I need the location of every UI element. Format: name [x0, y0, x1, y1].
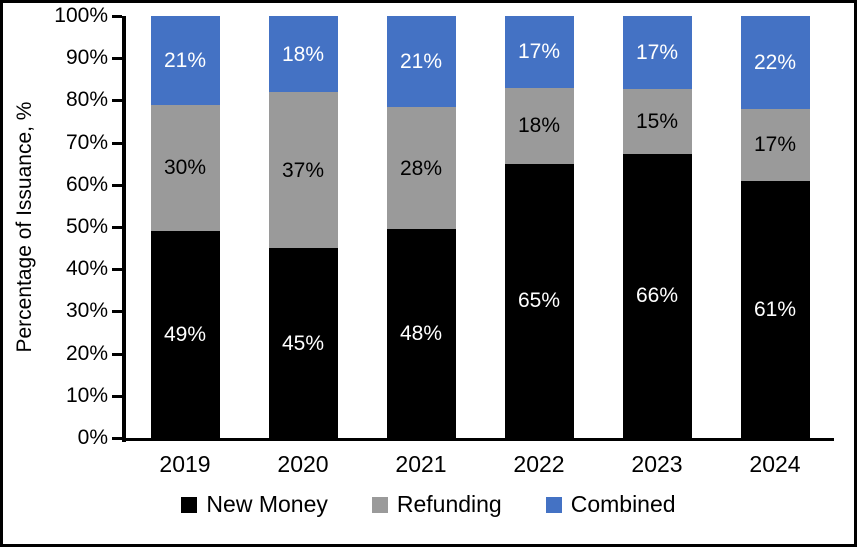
y-tick-mark	[112, 99, 122, 103]
bar-column-2024: 61% 17% 22%	[740, 16, 810, 438]
bar-value-label: 15%	[635, 110, 679, 133]
x-label-2022: 2022	[513, 451, 565, 477]
legend-label: Combined	[570, 491, 676, 517]
bar-column-2023: 66% 15% 17%	[622, 16, 692, 438]
bar-value-label: 66%	[635, 284, 679, 308]
y-tick-mark	[112, 352, 122, 356]
legend-item-refunding: Refunding	[371, 491, 502, 518]
bar-value-label: 18%	[281, 42, 325, 66]
bar-segment-combined: 17%	[504, 16, 574, 88]
bar-segment-combined: 17%	[622, 16, 692, 90]
bar-value-label: 61%	[753, 297, 797, 321]
x-label-2024: 2024	[749, 451, 801, 477]
bar-segment-combined: 21%	[150, 16, 220, 105]
y-tick-mark	[112, 226, 122, 229]
y-tick-mark	[112, 437, 122, 440]
bar-segment-combined: 21%	[386, 16, 456, 108]
legend-swatch-combined	[545, 496, 562, 513]
y-tick-label: 50%	[65, 215, 108, 238]
y-tick-mark	[112, 268, 122, 272]
bar-2024: 61% 17% 22%	[716, 16, 834, 438]
bar-value-label: 17%	[753, 133, 797, 157]
bar-value-label: 30%	[163, 156, 207, 180]
bar-segment-combined: 18%	[268, 16, 338, 92]
bar-value-label: 18%	[517, 114, 561, 138]
bar-2021: 48% 28% 21%	[362, 16, 480, 438]
bar-segment-new-money: 61%	[740, 180, 810, 438]
bar-value-label: 21%	[163, 48, 207, 72]
y-axis-line	[122, 16, 126, 442]
bar-value-label: 65%	[517, 289, 561, 313]
bar-value-label: 48%	[399, 322, 443, 346]
bar-segment-refunding: 18%	[504, 87, 574, 164]
legend-label: New Money	[206, 491, 328, 517]
bar-value-label: 49%	[163, 323, 207, 347]
y-tick-label: 10%	[65, 383, 108, 407]
bar-column-2022: 65% 18% 17%	[504, 16, 574, 438]
bar-segment-refunding: 15%	[622, 89, 692, 154]
legend-label: Refunding	[396, 491, 502, 517]
x-label-2019: 2019	[159, 451, 211, 477]
x-axis-line	[122, 438, 834, 441]
x-label-2020: 2020	[277, 451, 329, 477]
plot-area: 49% 30% 21% 45% 37% 18% 48% 28% 21% 65% 18% 17% 66% 1…	[126, 16, 834, 438]
y-tick-mark	[112, 310, 122, 314]
bar-segment-new-money: 49%	[150, 231, 220, 438]
y-tick-label: 80%	[65, 88, 108, 112]
bar-segment-new-money: 48%	[386, 229, 456, 438]
bar-segment-new-money: 66%	[622, 153, 692, 438]
bar-value-label: 45%	[281, 331, 325, 355]
bar-value-label: 17%	[517, 40, 561, 64]
legend-swatch-refunding	[371, 496, 388, 513]
bar-2022: 65% 18% 17%	[480, 16, 598, 438]
bar-segment-refunding: 28%	[386, 107, 456, 230]
bar-segment-new-money: 65%	[504, 163, 574, 438]
y-tick-mark	[112, 141, 122, 145]
x-label-2021: 2021	[395, 451, 447, 477]
bar-segment-refunding: 30%	[150, 104, 220, 232]
bar-segment-new-money: 45%	[268, 248, 338, 438]
y-tick-label: 70%	[65, 130, 108, 154]
legend-swatch-new-money	[181, 496, 198, 513]
legend: New Money Refunding Combined	[3, 491, 854, 518]
y-tick-label: 30%	[65, 299, 108, 323]
y-tick-label: 100%	[54, 4, 108, 27]
bar-value-label: 28%	[399, 156, 443, 180]
x-axis-labels: 2019 2020 2021 2022 2023 2024	[126, 451, 834, 478]
bar-segment-combined: 22%	[740, 16, 810, 109]
bar-segment-refunding: 37%	[268, 91, 338, 249]
y-tick-mark	[112, 183, 122, 187]
y-tick-label: 60%	[65, 172, 108, 196]
bar-value-label: 37%	[281, 158, 325, 182]
bar-segment-refunding: 17%	[740, 108, 810, 181]
y-tick-label: 90%	[65, 46, 108, 70]
bar-column-2021: 48% 28% 21%	[386, 16, 456, 438]
bar-value-label: 22%	[753, 50, 797, 74]
x-label-2023: 2023	[631, 451, 683, 477]
bar-column-2019: 49% 30% 21%	[150, 16, 220, 438]
y-tick-label: 20%	[65, 341, 108, 365]
legend-item-new-money: New Money	[181, 491, 328, 518]
bar-column-2020: 45% 37% 18%	[268, 16, 338, 438]
y-tick-mark	[112, 15, 122, 18]
bar-value-label: 21%	[399, 50, 443, 74]
y-tick-label: 0%	[77, 426, 108, 449]
legend-item-combined: Combined	[545, 491, 676, 518]
bar-2019: 49% 30% 21%	[126, 16, 244, 438]
y-tick-mark	[112, 394, 122, 398]
bar-value-label: 17%	[635, 41, 679, 65]
y-tick-label: 40%	[65, 257, 108, 281]
bar-2020: 45% 37% 18%	[244, 16, 362, 438]
bar-2023: 66% 15% 17%	[598, 16, 716, 438]
y-tick-mark	[112, 57, 122, 61]
